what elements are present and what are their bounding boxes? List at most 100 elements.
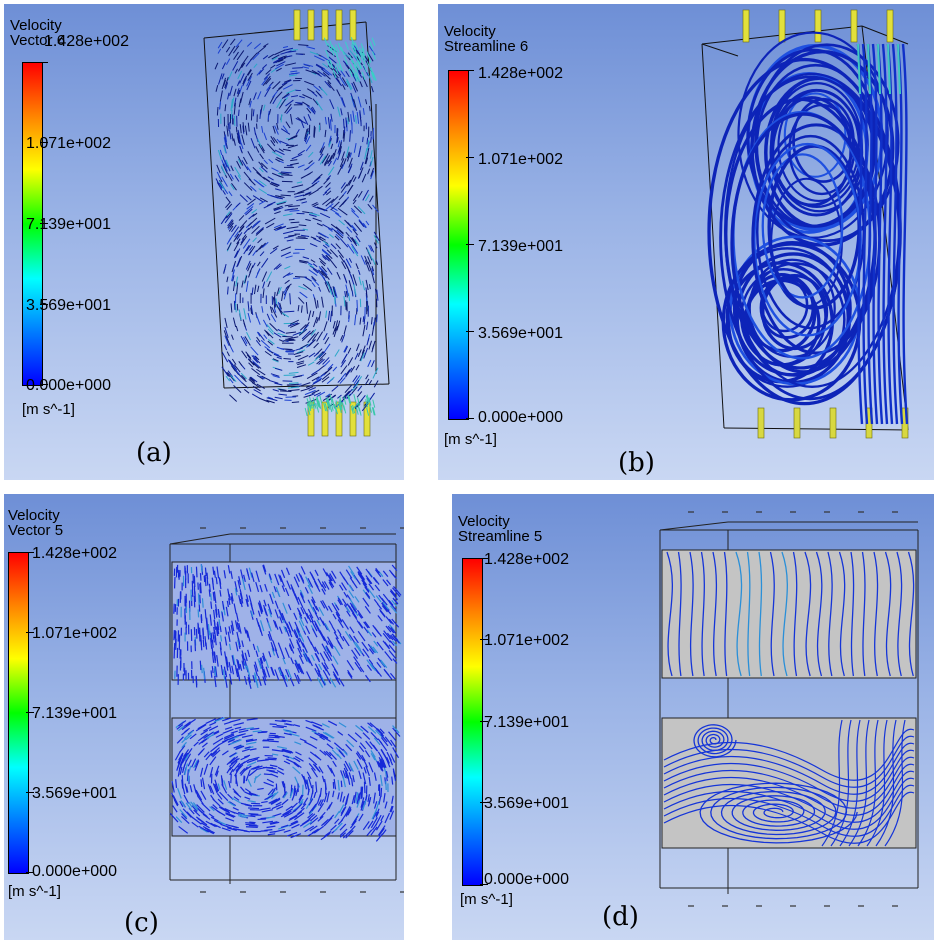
- vector-arrow: [307, 577, 314, 588]
- vector-arrow: [300, 387, 310, 392]
- vector-arrow: [199, 627, 201, 638]
- vector-arrow: [321, 620, 329, 631]
- vector-arrow: [262, 75, 271, 86]
- vector-arrow: [374, 569, 382, 578]
- vector-arrow: [298, 615, 305, 627]
- vector-arrow: [183, 749, 190, 758]
- vector-arrow: [355, 235, 361, 243]
- vector-arrow: [236, 50, 245, 61]
- vector-arrow: [259, 251, 265, 257]
- vector-arrow: [202, 813, 211, 820]
- vector-arrow: [273, 263, 281, 270]
- vector-arrow: [310, 767, 318, 778]
- vector-arrow: [289, 732, 300, 737]
- vector-arrow: [324, 830, 332, 837]
- vector-arrow: [365, 575, 373, 585]
- vector-arrow: [293, 724, 301, 727]
- vector-arrow: [304, 653, 311, 664]
- vector-arrow: [253, 664, 258, 677]
- vector-arrow: [213, 824, 221, 829]
- vector-arrow: [306, 612, 312, 623]
- vector-arrow: [201, 598, 204, 608]
- vector-arrow: [280, 114, 283, 123]
- vector-arrow: [255, 146, 260, 153]
- vector-arrow: [213, 626, 216, 634]
- vector-arrow: [274, 600, 279, 609]
- vector-arrow: [354, 42, 359, 51]
- vector-arrow: [233, 364, 241, 373]
- vector-arrow: [240, 143, 244, 150]
- streamline: [761, 153, 844, 299]
- vector-arrow: [323, 37, 328, 46]
- vector-arrow: [335, 53, 340, 63]
- vector-arrow: [284, 587, 290, 597]
- vector-arrow: [287, 604, 292, 611]
- vector-arrow: [298, 655, 304, 665]
- vector-arrow: [336, 89, 341, 97]
- vector-arrow: [262, 820, 274, 824]
- vector-arrow: [274, 719, 286, 723]
- vector-arrow: [276, 156, 284, 162]
- vector-arrow: [269, 764, 278, 768]
- vector-arrow: [383, 793, 386, 803]
- vector-arrow: [268, 651, 272, 658]
- vector-arrow: [283, 291, 287, 300]
- vector-arrow: [267, 396, 274, 400]
- vector-arrow: [252, 643, 256, 651]
- vector-arrow: [346, 152, 351, 162]
- vector-arrow: [260, 807, 271, 811]
- streamline: [891, 43, 899, 425]
- vector-arrow: [295, 129, 300, 135]
- vector-arrow: [329, 205, 338, 212]
- vector-arrow: [320, 87, 328, 96]
- vector-arrow: [212, 783, 218, 794]
- vector-arrow: [347, 347, 352, 354]
- vector-arrow: [359, 666, 365, 673]
- vector-arrow: [390, 634, 397, 642]
- vector-arrow: [258, 68, 265, 75]
- vector-arrow: [313, 724, 324, 731]
- vector-arrow: [297, 305, 300, 312]
- vector-arrow: [377, 615, 383, 622]
- vector-arrow: [249, 52, 258, 61]
- vector-arrow: [282, 148, 291, 152]
- vector-arrow: [306, 107, 312, 114]
- vector-arrow: [375, 811, 380, 818]
- vector-arrow: [311, 176, 321, 185]
- vector-arrow: [252, 52, 260, 61]
- vector-arrow: [347, 671, 353, 680]
- vector-arrow: [311, 730, 319, 735]
- vector-arrow: [340, 238, 349, 248]
- vector-arrow: [362, 316, 365, 322]
- vector-arrow: [348, 174, 355, 186]
- vector-arrow: [325, 49, 330, 59]
- streamline: [887, 43, 891, 95]
- vector-arrow: [201, 742, 208, 748]
- vector-arrow: [243, 574, 246, 583]
- vector-arrow: [375, 259, 379, 266]
- vector-arrow: [373, 234, 379, 244]
- vector-arrow: [273, 226, 282, 231]
- vector-arrow: [370, 316, 373, 325]
- vector-arrow: [321, 723, 330, 728]
- vector-arrow: [287, 336, 299, 340]
- vector-arrow: [355, 115, 357, 124]
- vector-arrow: [308, 151, 314, 158]
- vector-arrow: [268, 631, 273, 642]
- vector-arrow: [276, 67, 282, 72]
- vector-arrow: [203, 751, 210, 758]
- vector-arrow: [228, 661, 232, 674]
- vector-arrow: [188, 765, 192, 773]
- vector-arrow: [293, 762, 300, 768]
- vector-arrow: [360, 352, 365, 362]
- vector-arrow: [216, 655, 219, 667]
- vector-arrow: [319, 676, 326, 686]
- vector-arrow: [220, 635, 223, 642]
- vector-arrow: [322, 255, 327, 261]
- vector-arrow: [289, 322, 300, 328]
- vector-arrow: [348, 395, 352, 404]
- vector-arrow: [211, 577, 215, 590]
- vector-arrow: [290, 657, 294, 665]
- vector-arrow: [270, 139, 276, 147]
- vector-arrow: [248, 567, 253, 578]
